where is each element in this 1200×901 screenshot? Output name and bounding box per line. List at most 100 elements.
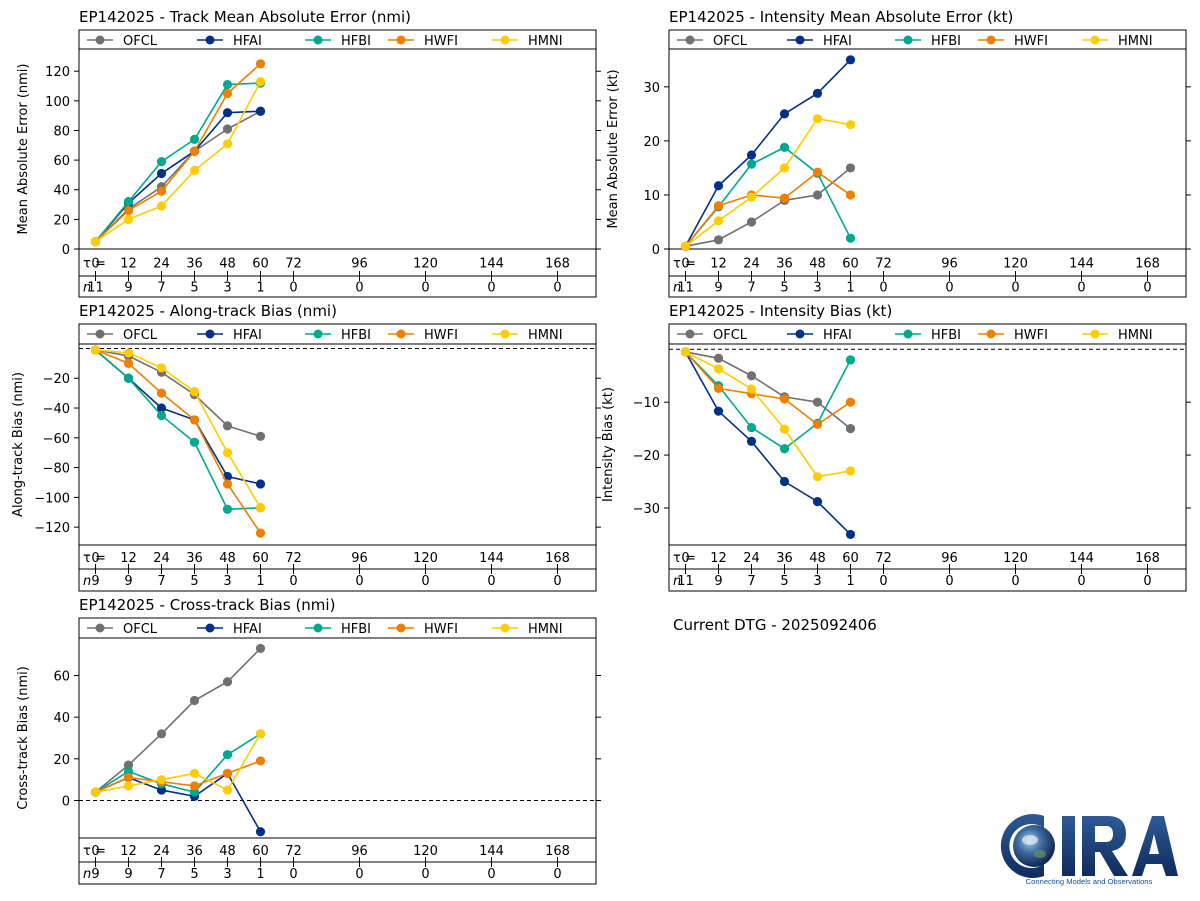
data-point-hfai: [255, 106, 266, 116]
data-point-hmni: [713, 364, 724, 374]
data-point-hmni: [90, 345, 101, 355]
chart-frame: [78, 617, 597, 885]
n-count-label: 0: [553, 867, 561, 882]
legend-label-hfai: HFAI: [233, 34, 262, 49]
series-line-ofcl: [685, 351, 852, 430]
legend-label-hfbi: HFBI: [931, 328, 961, 343]
data-point-ofcl: [845, 424, 856, 434]
tau-tick-label: 120: [413, 551, 438, 566]
series-line-ofcl: [95, 349, 261, 438]
chart-title: EP142025 - Track Mean Absolute Error (nm…: [79, 8, 411, 26]
legend-marker-hfbi: [313, 35, 323, 45]
tau-tick-label: 12: [120, 844, 137, 859]
data-point-hwfi: [123, 205, 134, 216]
n-count-label: 3: [223, 867, 231, 882]
y-axis-label: Along-track Bias (nmi): [11, 372, 26, 517]
n-count-label: 0: [553, 281, 561, 296]
n-row-label: n: [83, 281, 91, 296]
legend-marker-hmni: [500, 623, 510, 633]
n-count-label: 9: [124, 867, 132, 882]
chart-panel-intensity: EP142025 - Intensity Mean Absolute Error…: [606, 8, 1191, 298]
tau-tick-label: 48: [809, 551, 826, 566]
tau-tick-label: 96: [941, 551, 958, 566]
data-point-hfbi: [123, 373, 134, 383]
data-point-hwfi: [812, 167, 823, 177]
n-count-label: 5: [190, 281, 198, 296]
legend-marker-hfbi: [313, 623, 323, 633]
legend-label-hfai: HFAI: [233, 622, 262, 637]
data-point-ofcl: [812, 397, 823, 407]
n-count-label: 0: [945, 281, 953, 296]
data-point-hfai: [779, 109, 790, 119]
tau-tick-label: 48: [219, 551, 236, 566]
tau-row-label: τ =: [673, 551, 696, 566]
tau-tick-label: 144: [479, 844, 504, 859]
y-tick-label: 0: [62, 243, 70, 258]
n-count-label: 5: [780, 281, 788, 296]
data-point-hmni: [189, 165, 200, 176]
legend-marker-hfbi: [903, 329, 913, 339]
data-point-hmni: [90, 787, 101, 797]
cira-i-shape: [1062, 816, 1075, 876]
n-row-label: n: [83, 574, 91, 589]
y-tick-label: −60: [43, 432, 70, 447]
tau-tick-label: 72: [875, 257, 892, 272]
chart-panel-intbias: EP142025 - Intensity Bias (kt) OFCL HFAI HF…: [601, 302, 1191, 592]
y-axis-label: Cross-track Bias (nmi): [16, 666, 31, 810]
tau-tick-label: 36: [776, 257, 793, 272]
tau-tick-label: 72: [285, 551, 302, 566]
tau-tick-label: 60: [842, 551, 859, 566]
tau-tick-label: 0: [91, 844, 99, 859]
tau-tick-label: 96: [941, 257, 958, 272]
data-point-hmni: [189, 387, 200, 397]
data-point-hfai: [255, 479, 266, 489]
n-count-label: 7: [157, 574, 165, 589]
legend-label-hmni: HMNI: [1118, 328, 1153, 343]
chart-panel-track: EP142025 - Track Mean Absolute Error (nm…: [16, 8, 601, 298]
series-line-hmni: [95, 81, 262, 243]
n-row-label: n: [83, 867, 91, 882]
legend-marker-ofcl: [685, 35, 695, 45]
legend-marker-hfbi: [903, 35, 913, 45]
tau-tick-label: 168: [545, 844, 570, 859]
data-point-hmni: [746, 192, 757, 202]
tau-tick-label: 72: [285, 257, 302, 272]
tau-tick-label: 144: [1069, 551, 1094, 566]
n-count-label: 9: [91, 574, 99, 589]
y-tick-label: 60: [53, 154, 70, 169]
n-count-label: 5: [190, 867, 198, 882]
tau-tick-label: 96: [351, 844, 368, 859]
legend-label-hmni: HMNI: [528, 34, 563, 49]
n-count-label: 0: [1011, 281, 1019, 296]
data-point-hfbi: [123, 196, 134, 207]
data-point-hwfi: [779, 394, 790, 404]
data-point-ofcl: [255, 643, 266, 654]
n-row-label: n: [673, 281, 681, 296]
chart-legend: OFCL HFAI HFBI HWFI HMNI: [87, 328, 563, 343]
data-point-hfai: [779, 476, 790, 487]
tau-tick-label: 144: [1069, 257, 1094, 272]
data-point-hfbi: [222, 750, 233, 760]
n-count-label: 0: [1143, 574, 1151, 589]
legend-label-hmni: HMNI: [528, 622, 563, 637]
data-point-hmni: [779, 424, 790, 434]
data-point-ofcl: [746, 217, 757, 227]
series-line-hwfi: [95, 760, 261, 793]
tau-tick-label: 60: [252, 551, 269, 566]
cira-logo-tagline: Connecting Models and Observations: [1026, 877, 1153, 886]
tau-tick-label: 0: [91, 257, 99, 272]
tau-tick-label: 36: [186, 257, 203, 272]
n-count-label: 0: [1077, 574, 1085, 589]
data-point-hwfi: [222, 768, 233, 779]
y-axis-label: Mean Absolute Error (kt): [606, 69, 621, 228]
n-count-label: 1: [846, 574, 854, 589]
data-point-hmni: [255, 729, 266, 739]
y-tick-label: 40: [53, 711, 70, 726]
data-point-hwfi: [123, 358, 134, 368]
n-count-label: 0: [421, 867, 429, 882]
tau-tick-label: 48: [219, 844, 236, 859]
chart-legend: OFCL HFAI HFBI HWFI HMNI: [87, 622, 563, 637]
tau-tick-label: 168: [1135, 257, 1160, 272]
legend-label-hfai: HFAI: [233, 328, 262, 343]
legend-marker-hmni: [1090, 35, 1100, 45]
